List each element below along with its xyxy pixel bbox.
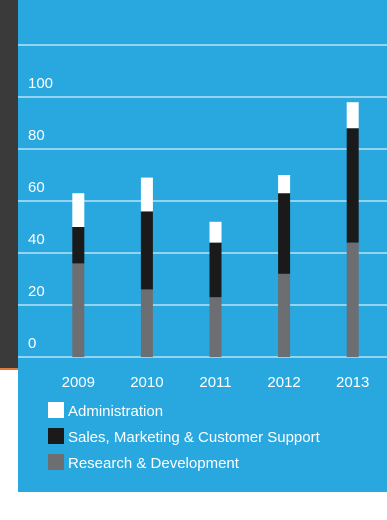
bar-segment — [278, 193, 291, 274]
legend-swatch — [48, 454, 64, 470]
accent-line — [0, 368, 30, 370]
bar-segment — [140, 289, 153, 357]
bar-segment — [346, 242, 359, 357]
bar-segment — [209, 221, 222, 243]
y-tick-label: 40 — [28, 231, 45, 248]
y-tick-label: 80 — [28, 127, 45, 144]
y-tick-label: 100 — [28, 75, 53, 92]
legend-label: Research & Development — [68, 455, 240, 472]
y-tick-label: 0 — [28, 335, 36, 352]
bar-segment — [209, 297, 222, 357]
legend-swatch — [48, 402, 64, 418]
legend-label: Sales, Marketing & Customer Support — [68, 429, 321, 446]
x-tick-label: 2012 — [267, 374, 300, 391]
bar-segment — [346, 102, 359, 129]
x-tick-label: 2011 — [199, 374, 231, 391]
y-tick-label: 20 — [28, 283, 45, 300]
x-tick-label: 2009 — [62, 374, 95, 391]
bar-segment — [140, 211, 153, 290]
bar-segment — [278, 175, 291, 194]
bar-segment — [278, 273, 291, 357]
bar-segment — [140, 177, 153, 212]
legend-label: Administration — [68, 403, 163, 420]
bar-segment — [346, 128, 359, 243]
background-photo — [0, 0, 18, 370]
x-tick-label: 2010 — [130, 374, 163, 391]
bar-segment — [209, 242, 222, 298]
y-tick-label: 60 — [28, 179, 45, 196]
x-tick-label: 2013 — [336, 374, 369, 391]
bar-segment — [72, 227, 85, 264]
bar-segment — [72, 193, 85, 227]
bar-segment — [72, 263, 85, 357]
legend-swatch — [48, 428, 64, 444]
